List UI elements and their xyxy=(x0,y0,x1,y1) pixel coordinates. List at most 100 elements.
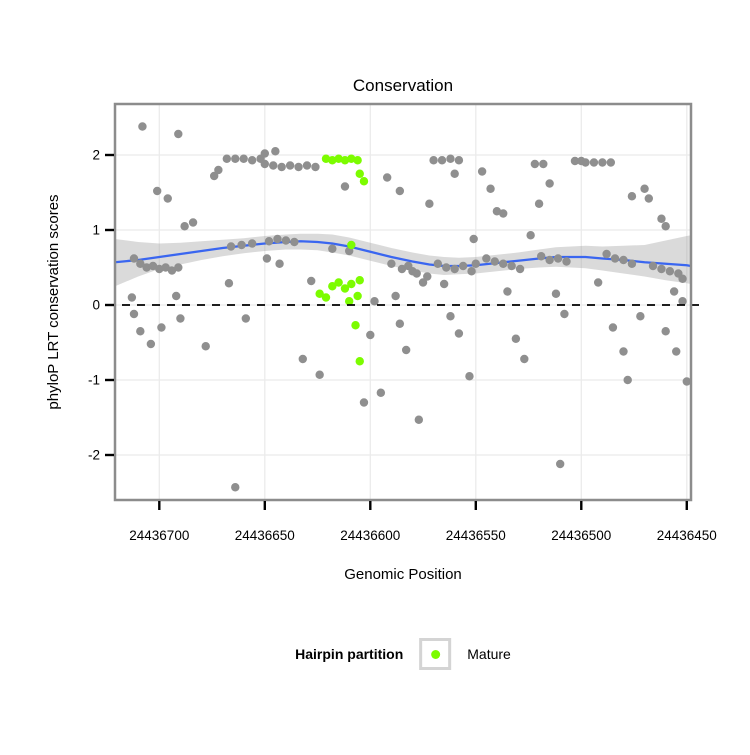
data-point xyxy=(562,257,571,266)
axes: 24436700 24436650 24436600 24436550 24436500… xyxy=(88,148,717,544)
data-point xyxy=(602,249,611,259)
data-point xyxy=(136,259,145,268)
data-point xyxy=(608,323,618,332)
data-point xyxy=(446,154,455,163)
x-tick-label: 24436650 xyxy=(235,528,295,543)
data-point xyxy=(395,186,405,196)
data-point xyxy=(425,199,434,208)
data-point xyxy=(665,267,675,276)
data-point xyxy=(397,264,407,274)
data-point xyxy=(606,158,616,167)
data-point xyxy=(395,319,405,328)
legend-item-label: Mature xyxy=(467,646,511,662)
data-point xyxy=(201,342,210,351)
data-point xyxy=(209,171,219,181)
data-point xyxy=(511,334,521,343)
data-point xyxy=(433,259,443,268)
data-point xyxy=(682,377,691,386)
data-point xyxy=(269,161,278,170)
x-tick-label: 24436550 xyxy=(446,528,506,543)
data-point xyxy=(262,254,272,263)
data-point xyxy=(188,218,198,227)
data-point xyxy=(275,259,284,268)
x-tick-label: 24436450 xyxy=(657,528,717,543)
chart-title: Conservation xyxy=(353,76,453,95)
data-point xyxy=(598,158,607,167)
data-point xyxy=(127,293,137,302)
mature-dot-icon xyxy=(430,649,440,659)
data-point xyxy=(171,291,181,301)
mature-point xyxy=(359,177,369,186)
data-point xyxy=(486,184,495,193)
data-point xyxy=(136,327,145,336)
data-point xyxy=(129,254,139,263)
data-point xyxy=(157,323,166,332)
mature-point xyxy=(355,276,364,285)
data-point xyxy=(477,167,487,176)
mature-point xyxy=(321,293,331,302)
data-point xyxy=(446,312,455,321)
data-point xyxy=(231,483,240,492)
data-point xyxy=(657,264,666,274)
panel-border xyxy=(113,102,693,502)
data-point xyxy=(423,272,432,281)
data-point xyxy=(545,179,554,188)
mature-point xyxy=(351,321,360,330)
data-point xyxy=(412,269,421,278)
mature-point xyxy=(340,156,350,165)
data-point xyxy=(555,459,565,469)
data-point xyxy=(581,158,590,167)
y-tick-label: -2 xyxy=(88,448,100,463)
data-point xyxy=(623,375,632,385)
data-point xyxy=(490,257,499,266)
mature-point xyxy=(353,156,362,165)
data-point xyxy=(520,354,529,364)
data-point xyxy=(129,309,139,319)
data-point xyxy=(450,264,459,274)
data-point xyxy=(302,161,312,170)
data-point xyxy=(589,158,599,167)
series-other xyxy=(127,122,691,492)
data-point xyxy=(467,267,476,276)
x-tick-label: 24436700 xyxy=(129,528,189,543)
mature-point xyxy=(315,289,324,298)
data-point xyxy=(418,278,428,287)
data-point xyxy=(536,252,546,261)
data-point xyxy=(551,289,561,298)
data-point xyxy=(414,415,424,424)
x-tick-label: 24436600 xyxy=(340,528,400,543)
data-point xyxy=(458,261,468,271)
data-point xyxy=(678,297,687,306)
data-point xyxy=(340,182,350,191)
data-point xyxy=(366,330,375,340)
mature-point xyxy=(334,154,343,163)
data-point xyxy=(167,266,177,275)
data-point xyxy=(224,279,234,288)
data-point xyxy=(619,255,628,265)
y-tick-label: -1 xyxy=(88,373,100,388)
data-point xyxy=(382,173,392,182)
data-point xyxy=(290,237,299,247)
mature-point xyxy=(321,154,331,163)
data-point xyxy=(311,162,320,172)
data-point xyxy=(672,347,681,356)
legend: Hairpin partition Mature xyxy=(295,638,511,670)
data-point xyxy=(231,154,240,163)
data-point xyxy=(239,154,248,163)
data-point xyxy=(264,237,274,246)
data-point xyxy=(148,261,158,271)
data-point xyxy=(237,240,246,250)
data-point xyxy=(492,207,502,216)
mature-point xyxy=(347,154,356,163)
data-point xyxy=(560,309,569,319)
data-point xyxy=(499,209,508,218)
data-point xyxy=(526,231,535,240)
data-point xyxy=(260,149,270,158)
data-point xyxy=(277,162,286,172)
data-point xyxy=(176,314,185,323)
data-point xyxy=(627,192,637,201)
series-mature xyxy=(315,154,369,366)
data-point xyxy=(281,236,291,245)
